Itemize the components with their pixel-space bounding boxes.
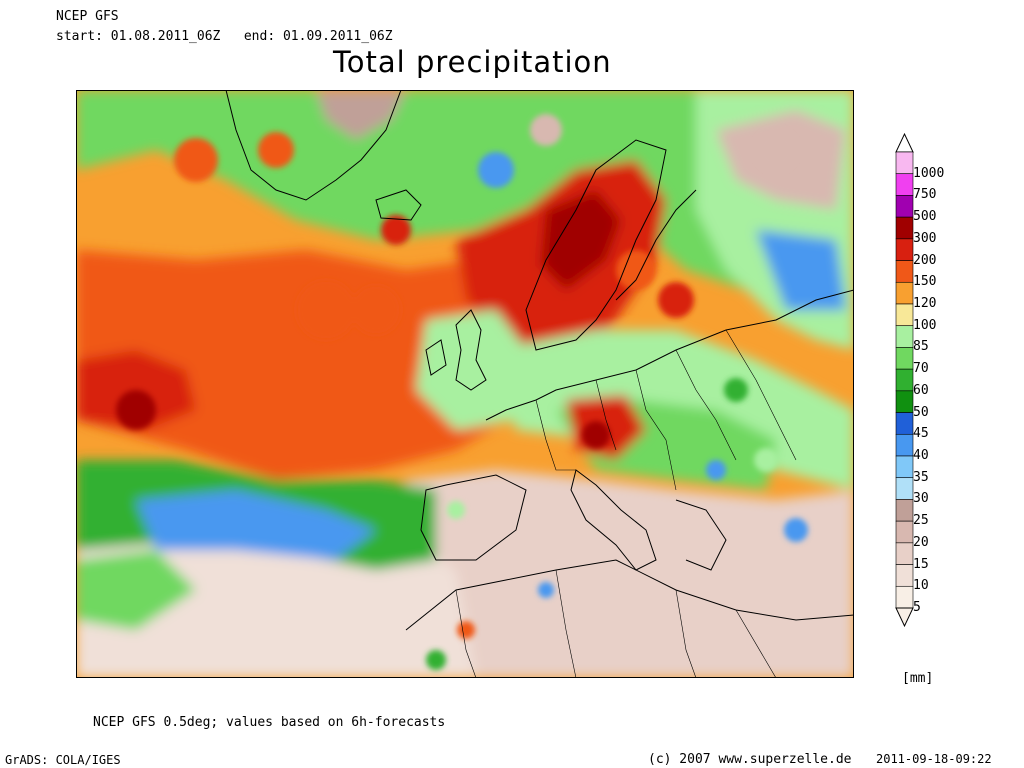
legend-label-200: 200 xyxy=(913,252,937,268)
legend-label-1000: 1000 xyxy=(913,165,945,181)
legend-label-85: 85 xyxy=(913,339,929,355)
grads-label: GrADS: COLA/IGES xyxy=(5,753,121,767)
legend-swatch-85 xyxy=(895,325,914,348)
legend-swatch-200 xyxy=(895,238,914,261)
legend-label-25: 25 xyxy=(913,513,929,529)
legend-label-750: 750 xyxy=(913,187,937,203)
legend-label-50: 50 xyxy=(913,404,929,420)
legend-swatch-500 xyxy=(895,195,914,218)
legend-label-70: 70 xyxy=(913,361,929,377)
legend-label-500: 500 xyxy=(913,209,937,225)
legend-swatch-15 xyxy=(895,542,914,565)
legend-label-300: 300 xyxy=(913,230,937,246)
legend-label-60: 60 xyxy=(913,382,929,398)
legend-swatch-50 xyxy=(895,390,914,413)
legend-label-35: 35 xyxy=(913,469,929,485)
legend-label-15: 15 xyxy=(913,556,929,572)
legend-label-5: 5 xyxy=(913,600,921,615)
legend-swatch-100 xyxy=(895,303,914,327)
precipitation-map xyxy=(76,90,854,678)
footer-note: NCEP GFS 0.5deg; values based on 6h-fore… xyxy=(93,715,446,730)
legend-label-40: 40 xyxy=(913,448,929,463)
legend-label-20: 20 xyxy=(913,534,929,550)
legend-swatch-45 xyxy=(895,412,914,435)
map-title: Total precipitation xyxy=(333,45,612,79)
legend-swatch-150 xyxy=(895,260,914,283)
legend-swatch-750 xyxy=(895,173,914,196)
legend-bottom-arrow xyxy=(895,607,914,628)
legend-swatch-35 xyxy=(895,455,914,479)
legend-top-arrow xyxy=(895,132,914,153)
legend-swatch-300 xyxy=(895,216,914,240)
legend-swatch-30 xyxy=(895,477,914,500)
legend-swatch-120 xyxy=(895,281,914,305)
legend-label-10: 10 xyxy=(913,578,929,594)
legend-swatch-60 xyxy=(895,368,914,392)
legend-swatch-1000 xyxy=(895,151,914,175)
legend-label-100: 100 xyxy=(913,317,937,333)
model-label: NCEP GFS xyxy=(56,9,119,24)
timestamp-label: 2011-09-18-09:22 xyxy=(876,752,992,766)
unit-label: [mm] xyxy=(902,671,934,686)
copyright-label: (c) 2007 www.superzelle.de xyxy=(648,752,852,767)
legend-swatch-5 xyxy=(895,585,914,609)
legend-swatch-20 xyxy=(895,520,914,544)
legend-label-150: 150 xyxy=(913,274,937,290)
legend-swatch-10 xyxy=(895,564,914,587)
color-legend xyxy=(895,132,914,628)
legend-label-120: 120 xyxy=(913,296,937,311)
legend-label-30: 30 xyxy=(913,491,929,507)
period-label: start: 01.08.2011_06Z end: 01.09.2011_06… xyxy=(56,29,393,44)
legend-swatch-25 xyxy=(895,499,914,522)
legend-swatch-70 xyxy=(895,347,914,370)
legend-label-45: 45 xyxy=(913,426,929,442)
legend-swatch-40 xyxy=(895,433,914,457)
